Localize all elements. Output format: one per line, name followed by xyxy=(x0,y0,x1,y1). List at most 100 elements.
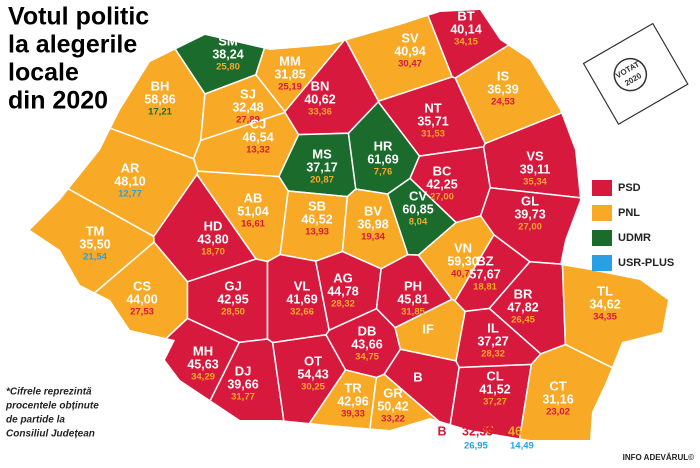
county-second: 31,53 xyxy=(421,129,445,140)
county-first: 41,52 xyxy=(479,382,510,396)
county-code: GR xyxy=(383,385,403,400)
county-code: VN xyxy=(454,240,472,255)
county-first: 57,67 xyxy=(469,267,500,281)
title-line: din 2020 xyxy=(8,87,108,115)
county-first: 32,48 xyxy=(232,100,263,114)
county-first: 47,82 xyxy=(507,300,538,314)
county-code: OT xyxy=(304,353,322,368)
county-second: 28,50 xyxy=(221,307,245,318)
county-second: 33,36 xyxy=(308,107,332,118)
county-code: SM xyxy=(218,33,238,48)
county-first: 42,96 xyxy=(337,394,368,408)
county-code: SB xyxy=(308,198,326,213)
county-code: BC xyxy=(433,163,452,178)
county-code: CT xyxy=(549,378,566,393)
ballot-paper xyxy=(582,22,689,125)
county-first: 37,27 xyxy=(477,334,508,348)
county-second: 13,32 xyxy=(246,145,270,156)
county-first: 45,63 xyxy=(187,357,218,371)
county-code: MM xyxy=(279,53,301,68)
county-second: 18,81 xyxy=(473,282,497,293)
legend-label: UDMR xyxy=(618,232,651,244)
county-code: AR xyxy=(121,160,140,175)
county-first: 35,50 xyxy=(79,237,110,251)
county-code: CL xyxy=(486,368,503,383)
county-first: 34,62 xyxy=(589,297,620,311)
county-second: 33,22 xyxy=(381,414,405,425)
county-second: 18,70 xyxy=(201,247,225,258)
county-first: 31,85 xyxy=(274,67,305,81)
legend-label: PNL xyxy=(618,207,640,219)
county-second: 7,76 xyxy=(374,167,393,178)
title-line: Votul politic xyxy=(8,3,149,31)
county-code: BH xyxy=(151,78,170,93)
county-first: 42,25 xyxy=(426,177,457,191)
legend-label: PSD xyxy=(618,182,641,194)
title: Votul politic la alegerile locale din 20… xyxy=(8,3,149,115)
county-second: 20,87 xyxy=(310,175,334,186)
title-line: locale xyxy=(8,59,79,87)
county-second: 34,29 xyxy=(191,372,215,383)
county-code: DB xyxy=(358,323,377,338)
county-first: 44,78 xyxy=(327,284,358,298)
county-code: IF xyxy=(422,321,434,336)
county-second: 34,75 xyxy=(355,352,379,363)
county-second: 27,00 xyxy=(430,192,454,203)
county-first: 46,52 xyxy=(301,212,332,226)
county-second: 34,35 xyxy=(593,312,617,323)
county-second: 21,54 xyxy=(83,252,107,263)
county-first: 43,66 xyxy=(351,337,382,351)
county-code: IS xyxy=(497,68,510,83)
county-first: 60,85 xyxy=(402,202,433,216)
county-second: 35,34 xyxy=(523,177,547,188)
county-second: 27,53 xyxy=(130,307,154,318)
county-code: BR xyxy=(514,286,533,301)
county-code: IL xyxy=(487,320,499,335)
county-first: 50,42 xyxy=(377,399,408,413)
county-first: 40,62 xyxy=(304,92,335,106)
county-second: 26,95 xyxy=(464,441,488,452)
county-second: 12,77 xyxy=(118,189,142,200)
county-first: 41,69 xyxy=(286,292,317,306)
county-second: 32,66 xyxy=(290,307,314,318)
county-code: CV xyxy=(409,188,427,203)
legend-swatch xyxy=(592,205,612,221)
county-code: HR xyxy=(374,138,393,153)
county-second: 39,33 xyxy=(341,409,365,420)
legend-swatch xyxy=(592,180,612,196)
county-code: BV xyxy=(364,203,382,218)
county-second: 13,93 xyxy=(305,227,329,238)
county-first: 39,73 xyxy=(514,207,545,221)
county-first: 46,54 xyxy=(242,130,273,144)
county-first: 36,98 xyxy=(357,217,388,231)
county-first: 39,66 xyxy=(227,377,258,391)
county-second: 34,15 xyxy=(454,37,478,48)
footnote-line: procentele obținute xyxy=(5,401,99,412)
county-first: 61,69 xyxy=(367,152,398,166)
county-code: B xyxy=(413,369,422,384)
county-first: 35,71 xyxy=(417,114,448,128)
county-second: 30,47 xyxy=(398,59,422,70)
county-second: 28,32 xyxy=(331,299,355,310)
county-code: GL xyxy=(521,193,539,208)
county-code: TL xyxy=(597,283,613,298)
county-code: HD xyxy=(204,218,223,233)
county-code: CS xyxy=(133,278,151,293)
footnote-line: *Cifrele reprezintă xyxy=(6,387,92,398)
county-code: TR xyxy=(344,380,362,395)
county-code: BN xyxy=(311,78,330,93)
county-code: SV xyxy=(401,30,419,45)
legend-label: USR-PLUS xyxy=(618,257,674,269)
legend-swatch xyxy=(592,255,612,271)
footnote: *Cifrele reprezintă procentele obținute … xyxy=(5,387,99,440)
county-first: 54,43 xyxy=(297,367,328,381)
county-second: 31,77 xyxy=(231,392,255,403)
county-second: 27,00 xyxy=(518,222,542,233)
county-first: 51,04 xyxy=(237,204,268,218)
county-code: GJ xyxy=(224,278,241,293)
ballot-stamp xyxy=(613,57,648,92)
county-second: 16,61 xyxy=(241,219,265,230)
county-second: 37,27 xyxy=(483,397,507,408)
county-first: 40,14 xyxy=(450,22,481,36)
